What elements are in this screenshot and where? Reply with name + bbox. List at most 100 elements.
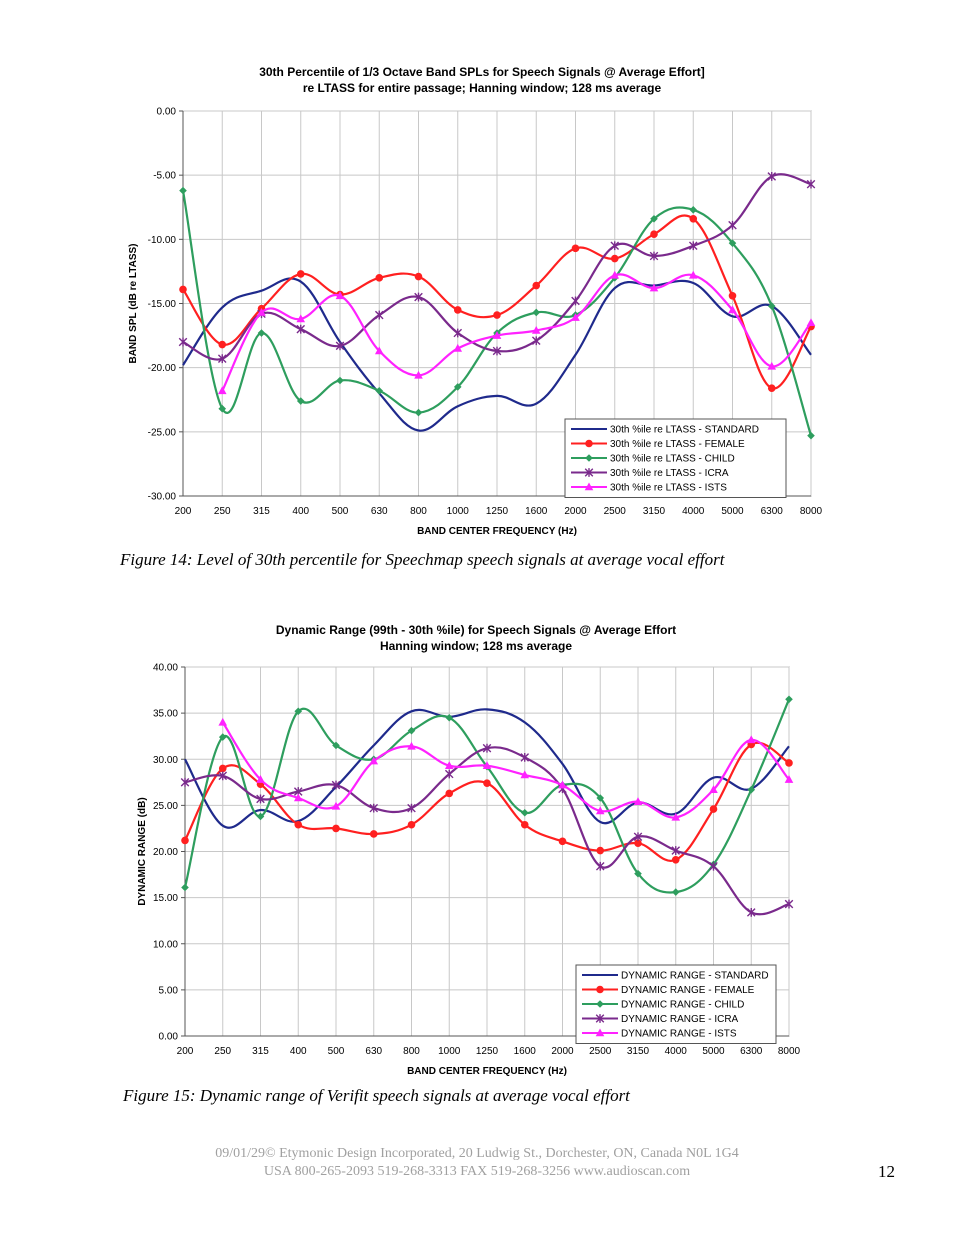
- data-point: [453, 328, 463, 338]
- x-tick-label: 630: [371, 506, 388, 517]
- data-point: [331, 780, 341, 790]
- chart-title: Dynamic Range (99th - 30th %ile) for Spe…: [276, 623, 676, 637]
- data-point: [649, 251, 659, 261]
- x-tick-label: 800: [403, 1046, 420, 1057]
- figure-14-caption: Figure 14: Level of 30th percentile for …: [120, 550, 725, 569]
- data-point: [767, 361, 777, 370]
- data-point: [571, 296, 580, 306]
- data-point: [558, 780, 567, 789]
- data-point: [407, 820, 416, 829]
- y-tick-label: 30.00: [153, 755, 178, 766]
- legend-marker: [585, 439, 593, 448]
- data-point: [784, 899, 794, 909]
- data-point: [369, 830, 378, 838]
- x-tick-label: 250: [214, 1046, 231, 1057]
- data-point: [256, 812, 265, 821]
- chart-dynamic-range: Dynamic Range (99th - 30th %ile) for Spe…: [137, 623, 801, 1077]
- legend-marker: [596, 1000, 604, 1008]
- series-0: [184, 708, 790, 829]
- data-point: [180, 777, 190, 787]
- legend-marker: [595, 1028, 605, 1037]
- series-3: [180, 743, 794, 917]
- data-point: [256, 794, 265, 804]
- x-tick-label: 1250: [486, 506, 509, 517]
- data-point: [532, 308, 541, 317]
- x-tick-label: 8000: [800, 506, 823, 517]
- series-line: [184, 746, 790, 916]
- series-3: [178, 172, 816, 364]
- legend-entry: 30th %ile re LTASS - ISTS: [610, 483, 727, 494]
- page-number: 12: [878, 1162, 895, 1181]
- y-tick-label: -10.00: [148, 235, 177, 246]
- data-point: [374, 346, 384, 355]
- data-point: [407, 741, 416, 750]
- y-tick-label: 0.00: [157, 107, 177, 118]
- data-point: [332, 824, 340, 833]
- y-tick-label: 40.00: [153, 663, 178, 674]
- y-axis-label: BAND SPL (dB re LTASS): [128, 243, 139, 363]
- data-point: [256, 775, 265, 783]
- legend-entry: DYNAMIC RANGE - CHILD: [621, 1000, 744, 1011]
- x-tick-label: 4000: [682, 506, 705, 517]
- data-point: [492, 346, 502, 356]
- legend-marker: [584, 482, 594, 491]
- data-point: [671, 856, 680, 864]
- data-point: [671, 812, 681, 821]
- data-point: [767, 302, 776, 310]
- data-point: [218, 764, 227, 773]
- legend-entry: 30th %ile re LTASS - ICRA: [610, 468, 729, 479]
- data-point: [218, 717, 228, 726]
- legend-marker: [585, 454, 593, 462]
- data-point: [650, 215, 658, 223]
- data-point: [294, 707, 303, 716]
- data-point: [671, 846, 681, 855]
- data-point: [671, 888, 680, 896]
- data-point: [634, 869, 642, 878]
- data-point: [218, 771, 228, 781]
- data-point: [596, 794, 605, 802]
- data-point: [453, 383, 462, 391]
- series-line: [182, 214, 812, 390]
- data-point: [520, 808, 529, 817]
- x-tick-label: 400: [292, 506, 309, 517]
- data-point: [558, 837, 567, 846]
- data-point: [444, 761, 454, 770]
- data-point: [217, 354, 227, 364]
- x-tick-label: 630: [365, 1046, 382, 1057]
- data-point: [634, 839, 642, 847]
- x-tick-label: 1000: [438, 1046, 461, 1057]
- data-point: [375, 274, 384, 282]
- data-point: [414, 408, 423, 417]
- data-point: [335, 291, 345, 300]
- data-point: [444, 769, 454, 779]
- y-tick-label: -15.00: [148, 299, 177, 310]
- data-point: [335, 341, 345, 351]
- y-tick-label: 5.00: [159, 985, 179, 996]
- data-point: [336, 376, 344, 385]
- data-point: [369, 756, 379, 765]
- data-point: [532, 281, 541, 290]
- data-point: [493, 311, 501, 319]
- data-point: [728, 305, 737, 314]
- legend-marker: [584, 468, 594, 477]
- chart-30th-percentile: 30th Percentile of 1/3 Octave Band SPLs …: [128, 65, 823, 537]
- data-point: [807, 431, 815, 440]
- data-point: [633, 797, 643, 805]
- y-tick-label: -30.00: [148, 492, 177, 503]
- data-point: [596, 846, 605, 855]
- legend-entry: DYNAMIC RANGE - ISTS: [621, 1029, 737, 1040]
- x-tick-label: 800: [410, 506, 427, 517]
- data-point: [369, 803, 379, 813]
- data-point: [728, 220, 737, 230]
- x-tick-label: 1600: [514, 1046, 537, 1057]
- data-point: [414, 272, 423, 281]
- series-1: [179, 214, 815, 393]
- data-point: [331, 801, 341, 810]
- data-point: [414, 292, 423, 302]
- x-tick-label: 250: [214, 506, 231, 517]
- data-point: [293, 793, 303, 802]
- data-point: [520, 820, 529, 829]
- x-axis-label: BAND CENTER FREQUENCY (Hz): [407, 1066, 567, 1077]
- data-point: [688, 241, 698, 251]
- x-tick-label: 6300: [761, 506, 784, 517]
